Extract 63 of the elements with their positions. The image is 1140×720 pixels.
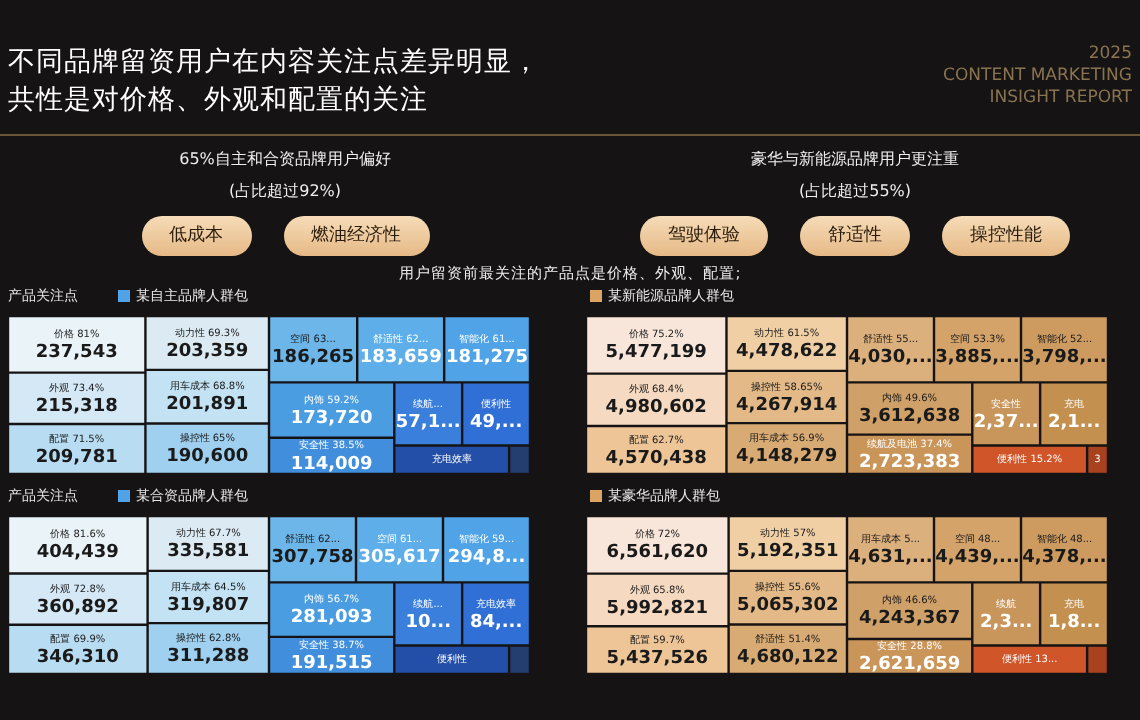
text: 驾驶体验 [640,216,768,256]
data-label: 2,621,659 [858,655,961,676]
data-label: 201,891 [166,395,249,416]
data-label: 5,192,351 [737,542,839,563]
data-label: 203,359 [166,341,249,362]
data-label: 173,720 [290,408,373,429]
data-label: 294,8... [447,547,526,568]
text: 豪华与新能源品牌用户更注重 [749,148,961,172]
data-label: 4,243,367 [858,609,961,630]
data-label: 6,561,620 [606,543,708,564]
data-label: 57,1... [395,412,461,433]
data-label: 5,437,526 [606,648,708,669]
data-label: 4,030,... [848,347,933,368]
text: (占比超过55%) [796,180,914,204]
data-label: 281,093 [290,608,373,629]
data-label: 181,275 [446,347,529,368]
text: 2025 CONTENT MARKETING INSIGHT REPORT [943,44,1132,110]
data-label: 183,659 [359,347,442,368]
text: 不同品牌留资用户在内容关注点差异明显，共性是对价格、外观和配置的关注 [8,44,540,120]
text: (占比超过92%) [226,180,344,204]
data-label: 215,318 [35,397,118,417]
data-label: 404,439 [36,543,119,564]
data-label: 335,581 [167,542,250,563]
data-label: 4,378,... [1022,547,1107,568]
data-label: 5,992,821 [606,598,708,619]
data-label: 191,515 [290,654,373,675]
data-label: 4,980,602 [605,398,707,419]
data-label: 2,37... [973,412,1039,433]
data-label: 10... [405,612,451,633]
data-label: 190,600 [166,447,249,468]
data-label: 4,148,279 [736,447,838,468]
data-label: 209,781 [35,447,118,468]
data-label: 84,... [469,612,523,633]
data-label: 3,798,... [1022,347,1107,368]
data-label: 1,8... [1047,612,1101,633]
data-label: 114,009 [290,454,373,475]
data-label: 307,758 [271,547,354,568]
data-label: 186,265 [272,347,355,368]
text: 燃油经济性 [283,216,429,256]
data-label: 3,885,... [935,347,1020,368]
text: 操控性能 [942,216,1070,256]
data-label: 305,617 [358,547,441,568]
data-label: 4,570,438 [605,448,707,469]
data-label: 346,310 [36,648,119,669]
data-label: 319,807 [167,595,250,616]
text: 65%自主和合资品牌用户偏好 [177,148,393,172]
data-label: 4,680,122 [737,647,839,668]
data-label: 49,... [469,412,523,433]
data-label: 4,478,622 [736,342,838,363]
text: 舒适性 [800,216,910,256]
data-label: 3,612,638 [858,407,961,428]
data-label: 4,631,... [848,547,933,568]
data-label: 360,892 [36,597,119,618]
data-label: 5,477,199 [605,343,707,364]
data-label: 2,3... [980,612,1033,633]
text: 低成本 [141,216,251,256]
data-label: 5,065,302 [737,596,839,617]
data-label: 2,1... [1047,412,1101,433]
data-label: 4,439,... [935,547,1020,568]
data-label: 4,267,914 [736,395,838,416]
data-label: 311,288 [167,647,250,668]
data-label: 2,723,383 [858,452,961,473]
data-label: 237,543 [35,343,118,364]
